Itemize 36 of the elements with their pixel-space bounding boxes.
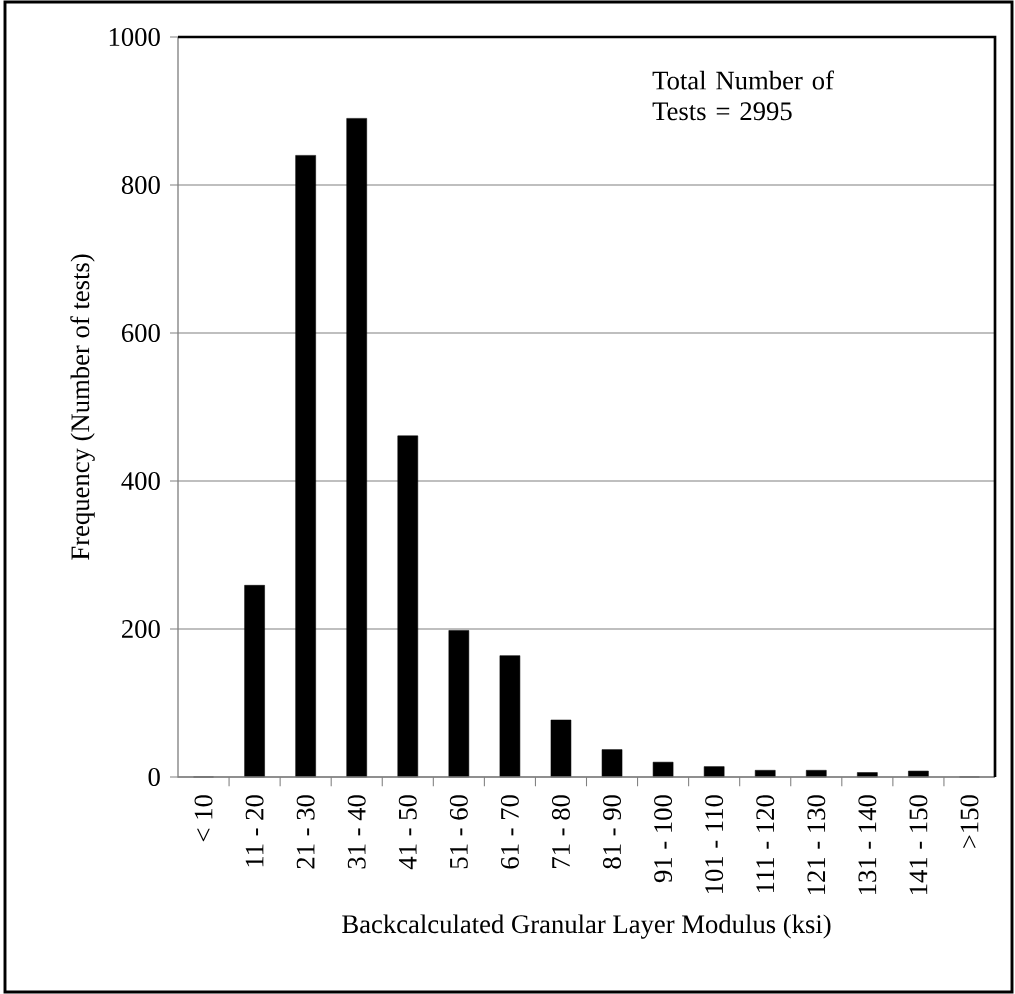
x-tick-label: < 10	[194, 795, 213, 842]
bar	[346, 118, 367, 778]
y-tick-label: 1000	[109, 27, 160, 46]
y-tick-label: 0	[148, 767, 160, 786]
x-tick-label: 131 - 140	[858, 795, 877, 895]
bar	[244, 585, 265, 778]
x-tick-label: >150	[960, 795, 979, 848]
x-axis-title: Backcalculated Granular Layer Modulus (ksi)	[342, 914, 831, 939]
bar	[652, 761, 674, 778]
bar	[703, 766, 725, 778]
x-tick-label: 31 - 40	[347, 795, 366, 869]
x-tick-label: 61 - 70	[500, 795, 519, 869]
y-tick-label: 400	[121, 471, 160, 490]
x-tick-label: 121 - 130	[807, 795, 826, 895]
bar	[397, 435, 419, 778]
bar	[601, 749, 623, 778]
x-tick-label: 41 - 50	[398, 795, 417, 870]
bar	[908, 770, 929, 778]
x-tick-label: 81 - 90	[603, 795, 622, 869]
x-tick-label: 101 - 110	[705, 795, 724, 894]
y-tick-label: 200	[122, 619, 160, 638]
x-tick-label: 91 - 100	[654, 795, 673, 883]
annotation: Total Number of Tests = 2995	[652, 70, 834, 121]
x-tick-label: 71 - 80	[551, 795, 570, 868]
y-axis-title: Frequency (Number of tests)	[70, 254, 95, 560]
x-tick-label: 141 - 150	[909, 795, 928, 895]
bar	[550, 719, 572, 778]
y-tick-label: 800	[121, 175, 160, 194]
bar	[295, 155, 316, 778]
bar	[448, 630, 470, 778]
x-tick-label: 51 - 60	[449, 795, 468, 869]
x-tick-label: 11 - 20	[245, 795, 264, 867]
x-tick-label: 21 - 30	[296, 795, 315, 869]
y-tick-label: 600	[121, 323, 160, 342]
x-tick-label: 111 - 120	[756, 795, 775, 893]
bar	[499, 655, 521, 778]
